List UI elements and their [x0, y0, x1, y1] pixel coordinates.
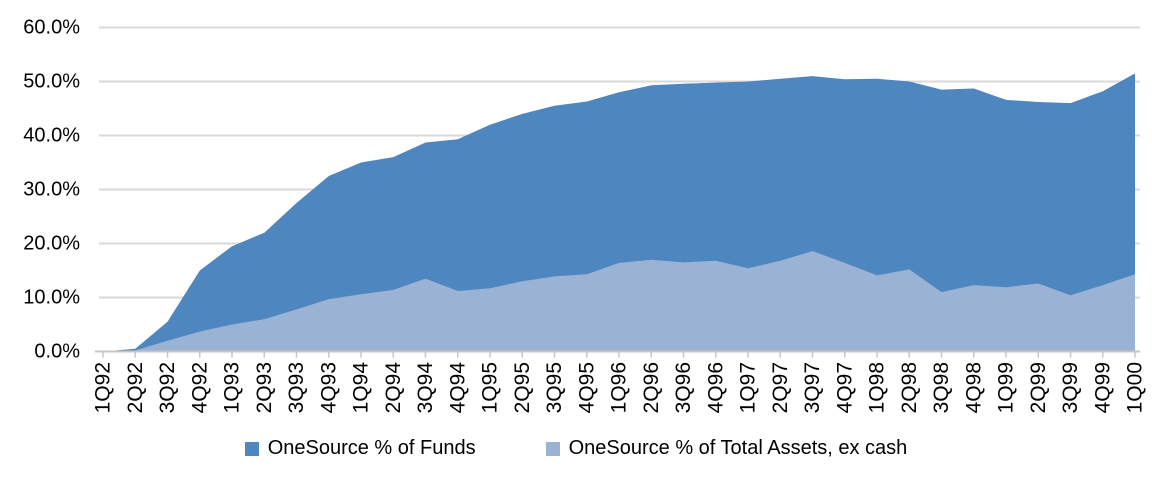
x-axis-label: 3Q96 — [672, 362, 695, 413]
y-axis-label: 60.0% — [23, 17, 80, 39]
x-axis-label: 3Q92 — [156, 362, 179, 413]
x-axis-label: 4Q98 — [962, 362, 985, 413]
x-axis-label: 1Q96 — [608, 362, 631, 413]
y-axis-label: 50.0% — [23, 71, 80, 93]
x-axis-label: 1Q00 — [1124, 362, 1147, 413]
legend-label-funds: OneSource % of Funds — [267, 437, 476, 459]
legend-swatch-total-assets-icon — [545, 441, 560, 456]
x-axis-label: 2Q97 — [769, 362, 792, 413]
x-axis-label: 1Q98 — [866, 362, 889, 413]
chart-legend: OneSource % of Funds OneSource % of Tota… — [0, 437, 1152, 460]
y-axis-label: 40.0% — [23, 125, 80, 147]
x-axis-label: 3Q95 — [543, 362, 566, 413]
y-axis-label: 0.0% — [34, 341, 80, 363]
x-axis-label: 3Q98 — [930, 362, 953, 413]
x-axis-label: 4Q92 — [188, 362, 211, 413]
x-axis-label: 4Q96 — [704, 362, 727, 413]
x-axis-label: 1Q97 — [737, 362, 760, 413]
x-axis-label: 2Q93 — [253, 362, 276, 413]
x-axis-label: 2Q98 — [898, 362, 921, 413]
legend-swatch-funds-icon — [244, 441, 259, 456]
x-axis-label: 2Q92 — [124, 362, 147, 413]
x-axis-label: 4Q99 — [1091, 362, 1114, 413]
x-axis-label: 3Q97 — [801, 362, 824, 413]
x-axis-label: 2Q95 — [511, 362, 534, 413]
legend-label-total-assets: OneSource % of Total Assets, ex cash — [568, 437, 908, 459]
y-axis-label: 10.0% — [23, 287, 80, 309]
x-axis-label: 3Q99 — [1059, 362, 1082, 413]
x-axis-label: 1Q94 — [350, 362, 373, 414]
x-axis-label: 3Q94 — [414, 362, 437, 414]
x-axis-label: 2Q99 — [1027, 362, 1050, 413]
x-axis-label: 1Q99 — [995, 362, 1018, 413]
x-axis-label: 2Q96 — [640, 362, 663, 413]
legend-item-funds: OneSource % of Funds — [244, 437, 476, 460]
x-axis-label: 4Q94 — [446, 362, 469, 414]
x-axis-label: 2Q94 — [382, 362, 405, 414]
y-axis-label: 30.0% — [23, 179, 80, 201]
x-axis-label: 4Q97 — [833, 362, 856, 413]
x-axis-label: 1Q92 — [92, 362, 115, 413]
y-axis-label: 20.0% — [23, 233, 80, 255]
area-total-assets — [103, 251, 1135, 352]
x-axis-label: 4Q95 — [575, 362, 598, 413]
x-axis-label: 3Q93 — [285, 362, 308, 413]
x-axis-label: 1Q95 — [479, 362, 502, 413]
legend-item-total-assets: OneSource % of Total Assets, ex cash — [545, 437, 908, 460]
x-axis-label: 1Q93 — [221, 362, 244, 413]
x-axis-label: 4Q93 — [317, 362, 340, 413]
